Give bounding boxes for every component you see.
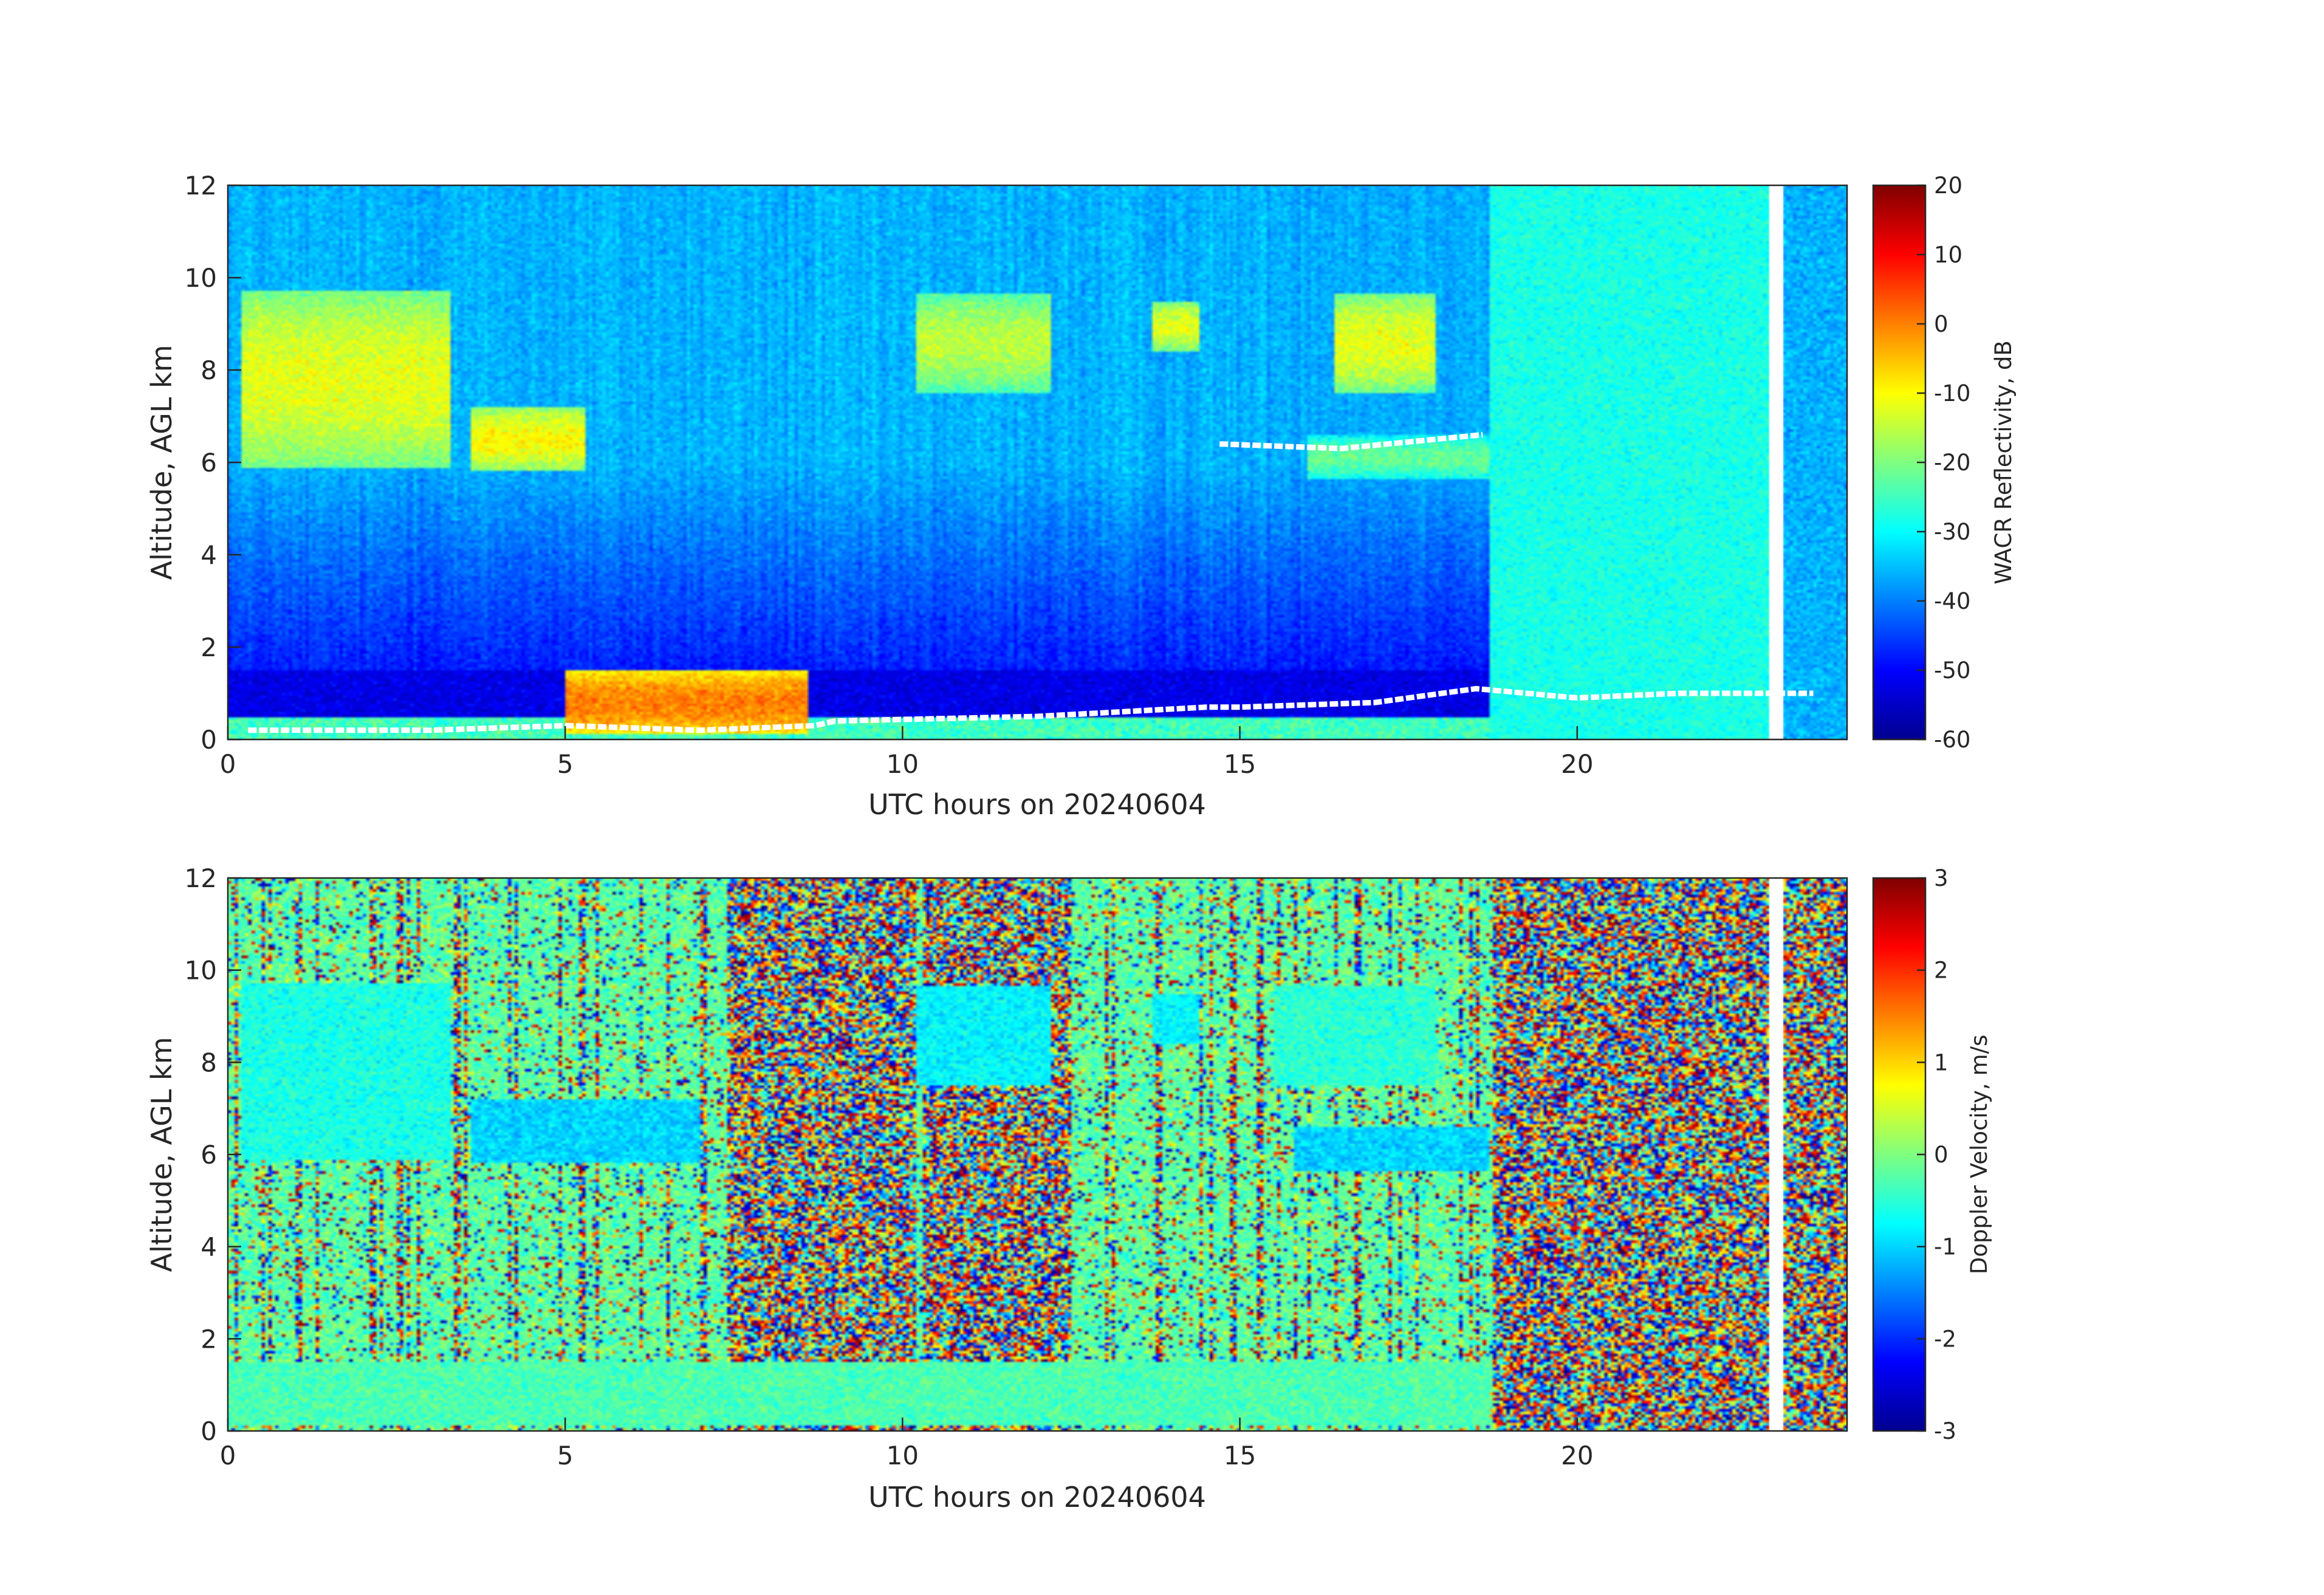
x-tick-label: 0 bbox=[220, 749, 236, 779]
y-tick-label: 6 bbox=[201, 448, 217, 478]
y-tick-label: 12 bbox=[185, 863, 217, 893]
colorbar-tick-label: -60 bbox=[1934, 727, 1970, 753]
colorbar-tick-label: -30 bbox=[1934, 519, 1970, 545]
x-tick-label: 5 bbox=[557, 1441, 574, 1470]
x-tick-label: 20 bbox=[1561, 749, 1593, 779]
y-tick-label: 2 bbox=[201, 1324, 217, 1354]
velocity-heatmap bbox=[228, 878, 1847, 1431]
x-tick-label: 20 bbox=[1561, 1441, 1593, 1470]
x-tick-label: 0 bbox=[220, 1441, 236, 1470]
velocity-colorbar-label: Doppler Velocity, m/s bbox=[1966, 1035, 1992, 1275]
colorbar-tick-label: 0 bbox=[1934, 1142, 1949, 1168]
velocity-y-axis-label: Altitude, AGL km bbox=[145, 1037, 178, 1272]
y-tick-label: 0 bbox=[201, 1416, 217, 1446]
y-tick-label: 10 bbox=[185, 956, 217, 986]
x-tick-label: 15 bbox=[1224, 1441, 1256, 1470]
y-tick-label: 10 bbox=[185, 263, 217, 293]
cloud-base-line bbox=[248, 685, 1814, 733]
y-tick-label: 0 bbox=[201, 725, 217, 755]
data-gap bbox=[1769, 185, 1783, 739]
colorbar-tick-label: 0 bbox=[1934, 311, 1949, 337]
colorbar-tick-label: 1 bbox=[1934, 1049, 1949, 1075]
reflectivity-heatmap bbox=[228, 185, 1847, 739]
y-tick-label: 8 bbox=[201, 355, 217, 385]
reflectivity-colorbar-ticks: -60 -50 -40 -30 -20 -10 0 10 20 bbox=[1917, 173, 1970, 753]
y-tick-label: 4 bbox=[201, 540, 217, 570]
reflectivity-axes: 0 5 10 15 20 0 2 4 6 8 10 12 bbox=[185, 171, 1848, 779]
colorbar-tick-label: -2 bbox=[1934, 1326, 1956, 1352]
colorbar-tick-label: -3 bbox=[1934, 1418, 1956, 1444]
velocity-colorbar-ticks: -3 -2 -1 0 1 2 3 bbox=[1917, 865, 1956, 1444]
x-tick-label: 10 bbox=[886, 1441, 919, 1470]
colorbar-tick-label: -10 bbox=[1934, 380, 1970, 406]
colorbar-tick-label: -20 bbox=[1934, 450, 1970, 476]
velocity-colorbar-gradient bbox=[1872, 877, 1927, 1432]
y-tick-label: 4 bbox=[201, 1232, 217, 1262]
reflectivity-x-axis-label: UTC hours on 20240604 bbox=[868, 788, 1206, 821]
colorbar-tick-label: 3 bbox=[1934, 865, 1949, 891]
x-tick-label: 15 bbox=[1224, 749, 1256, 779]
y-tick-label: 12 bbox=[185, 171, 217, 201]
reflectivity-overlay bbox=[248, 185, 1814, 739]
colorbar-tick-label: -50 bbox=[1934, 657, 1970, 684]
reflectivity-colorbar-label: WACR Reflectivity, dB bbox=[1990, 340, 2017, 585]
reflectivity-colorbar: -60 -50 -40 -30 -20 -10 0 10 20 WACR Reflectivit… bbox=[1872, 173, 2017, 753]
colorbar-tick-label: 2 bbox=[1934, 958, 1949, 984]
velocity-colorbar: -3 -2 -1 0 1 2 3 Doppler Velocity, m/s bbox=[1872, 865, 1992, 1444]
velocity-x-axis-label: UTC hours on 20240604 bbox=[868, 1481, 1206, 1514]
colorbar-tick-label: 20 bbox=[1934, 173, 1962, 199]
velocity-overlay bbox=[1769, 878, 1783, 1431]
x-tick-label: 10 bbox=[886, 749, 919, 779]
colorbar-tick-label: -1 bbox=[1934, 1234, 1956, 1260]
y-tick-label: 2 bbox=[201, 633, 217, 662]
reflectivity-y-axis-label: Altitude, AGL km bbox=[145, 345, 178, 580]
upper-cloud-base-line bbox=[1219, 431, 1483, 451]
colorbar-tick-label: 10 bbox=[1934, 242, 1962, 268]
y-tick-label: 8 bbox=[201, 1048, 217, 1077]
data-gap bbox=[1769, 878, 1783, 1431]
velocity-axes: 0 5 10 15 20 0 2 4 6 8 10 12 bbox=[185, 863, 1848, 1470]
y-tick-label: 6 bbox=[201, 1140, 217, 1170]
colorbar-tick-label: -40 bbox=[1934, 588, 1970, 614]
x-tick-label: 5 bbox=[557, 749, 574, 779]
